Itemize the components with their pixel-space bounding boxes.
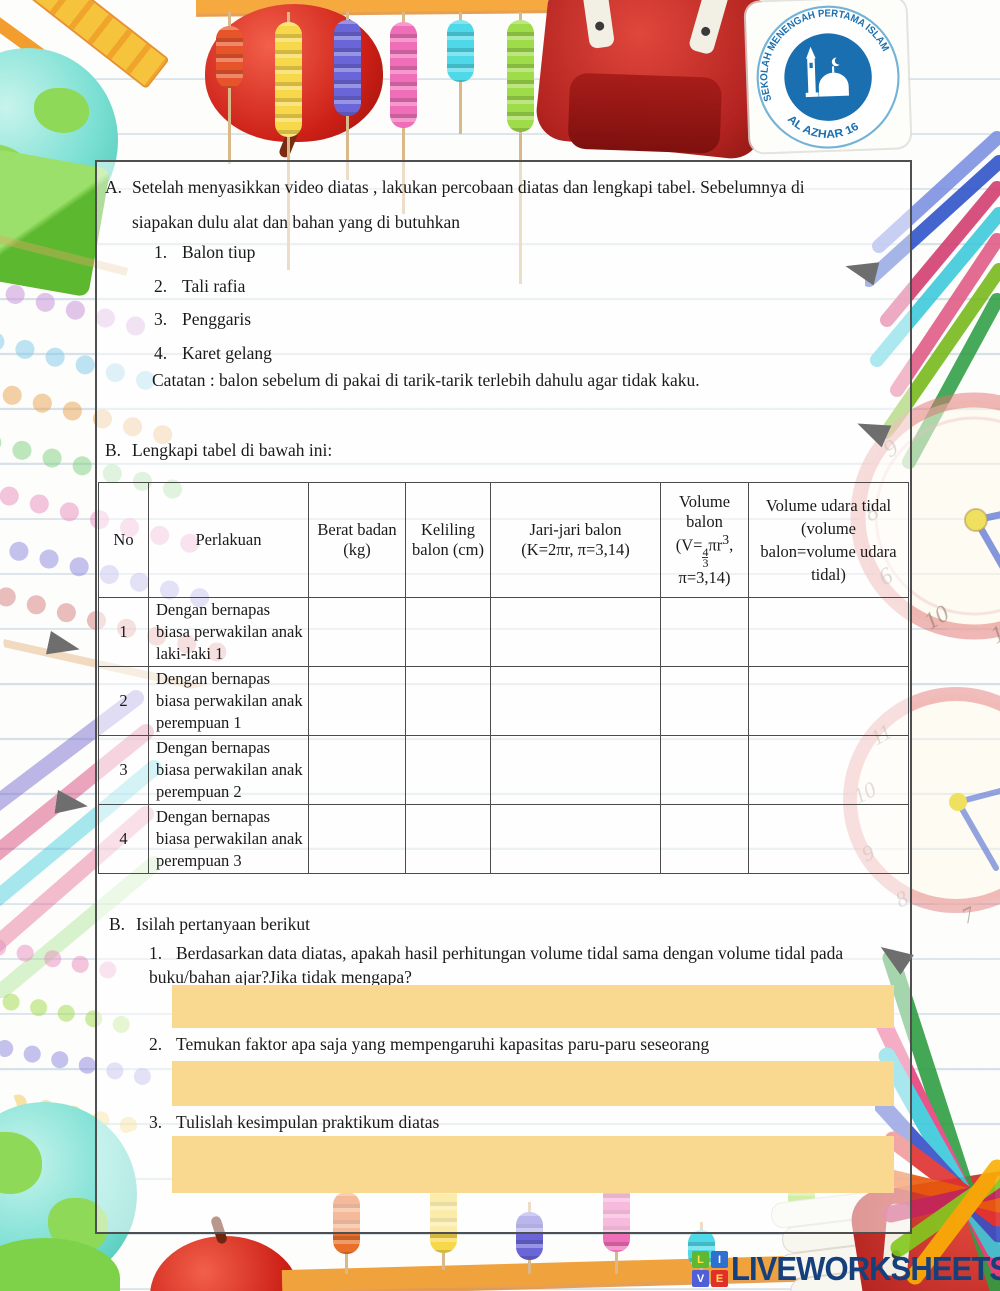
abacus-bead-string — [447, 12, 474, 134]
section-b-questions-heading: B. Isilah pertanyaan berikut — [109, 914, 310, 934]
section-a: A. Setelah menyasikkan video diatas , lak… — [105, 170, 903, 240]
answer-cell[interactable] — [660, 804, 749, 874]
answer-box-1[interactable] — [172, 985, 894, 1028]
answer-cell[interactable] — [660, 597, 749, 667]
answer-cell[interactable] — [748, 666, 909, 736]
list-item: 3. Penggaris — [154, 309, 252, 329]
answer-cell[interactable] — [405, 597, 491, 667]
answer-box-2[interactable] — [172, 1061, 894, 1106]
section-a-line1: A. Setelah menyasikkan video diatas , lak… — [105, 170, 903, 205]
equipment-list: 1. Balon tiup 2. Tali rafia 3. Penggaris 4.… — [154, 236, 272, 370]
answer-cell[interactable] — [490, 666, 661, 736]
question-1: 1. Berdasarkan data diatas, apakah hasil … — [149, 943, 844, 987]
row-perlakuan: Dengan bernapas biasa perwakilan anak pe… — [148, 735, 309, 805]
worksheet-content: A. Setelah menyasikkan video diatas , lak… — [95, 160, 912, 1234]
school-logo: SEKOLAH MENENGAH PERTAMA ISLAM AL AZHAR … — [745, 0, 911, 153]
abacus-bead-string — [688, 1222, 715, 1274]
apple-icon — [150, 1236, 300, 1291]
question-3: 3. Tulislah kesimpulan praktikum diatas — [149, 1112, 440, 1132]
col-header-volume-udara: Volume udara tidal (volume balon=volume … — [748, 482, 909, 598]
abacus-bar-icon — [195, 0, 549, 14]
section-a-line2: siapakan dulu alat dan bahan yang di but… — [132, 212, 461, 232]
table-row: 1 Dengan bernapas biasa perwakilan anak … — [98, 597, 909, 667]
question-2: 2. Temukan faktor apa saja yang mempengar… — [149, 1034, 710, 1054]
abacus-bead-string — [216, 12, 243, 164]
row-perlakuan: Dengan bernapas biasa perwakilan anak pe… — [148, 666, 309, 736]
answer-cell[interactable] — [405, 666, 491, 736]
table-header-row: No Perlakuan Berat badan (kg) Keliling b… — [98, 482, 909, 598]
answer-box-3[interactable] — [172, 1136, 894, 1193]
answer-cell[interactable] — [748, 597, 909, 667]
row-perlakuan: Dengan bernapas biasa perwakilan anak la… — [148, 597, 309, 667]
answer-cell[interactable] — [308, 666, 406, 736]
data-table: No Perlakuan Berat badan (kg) Keliling b… — [98, 482, 909, 874]
abacus-bead-string — [275, 12, 302, 270]
list-item: 2. Tali rafia — [154, 275, 246, 296]
school-logo-emblem: SEKOLAH MENENGAH PERTAMA ISLAM AL AZHAR … — [756, 5, 900, 149]
table-row: 2 Dengan bernapas biasa perwakilan anak … — [98, 666, 909, 736]
list-item: 1. Balon tiup — [154, 242, 256, 262]
col-header-volume-balon: Volume balon (V= 4 3 πr3, π=3,14) — [660, 482, 749, 598]
answer-cell[interactable] — [308, 735, 406, 805]
liveworksheets-mini-icon: L I V E — [692, 1251, 728, 1287]
row-no: 2 — [98, 666, 149, 736]
answer-cell[interactable] — [748, 735, 909, 805]
backpack-icon — [528, 0, 783, 162]
answer-cell[interactable] — [490, 735, 661, 805]
row-no: 3 — [98, 735, 149, 805]
answer-cell[interactable] — [660, 735, 749, 805]
row-perlakuan: Dengan bernapas biasa perwakilan anak pe… — [148, 804, 309, 874]
abacus-bead-string — [334, 12, 361, 180]
section-a-label: A. — [105, 177, 123, 197]
abacus-bead-string — [507, 12, 534, 284]
answer-cell[interactable] — [490, 597, 661, 667]
answer-cell[interactable] — [308, 597, 406, 667]
abacus-bead-string — [390, 12, 417, 214]
answer-cell[interactable] — [308, 804, 406, 874]
table-row: 3 Dengan bernapas biasa perwakilan anak … — [98, 735, 909, 805]
col-header-perlakuan: Perlakuan — [148, 482, 309, 598]
col-header-no: No — [98, 482, 149, 598]
liveworksheets-wordmark: LIVEWORKSHEETS — [731, 1250, 1000, 1287]
col-header-keliling: Keliling balon (cm) — [405, 482, 491, 598]
section-b-table-heading: B. Lengkapi tabel di bawah ini: — [105, 440, 333, 460]
note: Catatan : balon sebelum di pakai di tari… — [152, 370, 700, 390]
list-item: 4. Karet gelang — [154, 342, 272, 363]
col-header-jari: Jari-jari balon (K=2πr, π=3,14) — [490, 482, 661, 598]
answer-cell[interactable] — [660, 666, 749, 736]
row-no: 1 — [98, 597, 149, 667]
answer-cell[interactable] — [405, 735, 491, 805]
liveworksheets-logo: L I V E LIVEWORKSHEETS — [692, 1250, 1000, 1288]
mosque-icon — [805, 46, 849, 98]
row-no: 4 — [98, 804, 149, 874]
table-row: 4 Dengan bernapas biasa perwakilan anak … — [98, 804, 909, 874]
answer-cell[interactable] — [405, 804, 491, 874]
col-header-berat: Berat badan (kg) — [308, 482, 406, 598]
answer-cell[interactable] — [490, 804, 661, 874]
answer-cell[interactable] — [748, 804, 909, 874]
